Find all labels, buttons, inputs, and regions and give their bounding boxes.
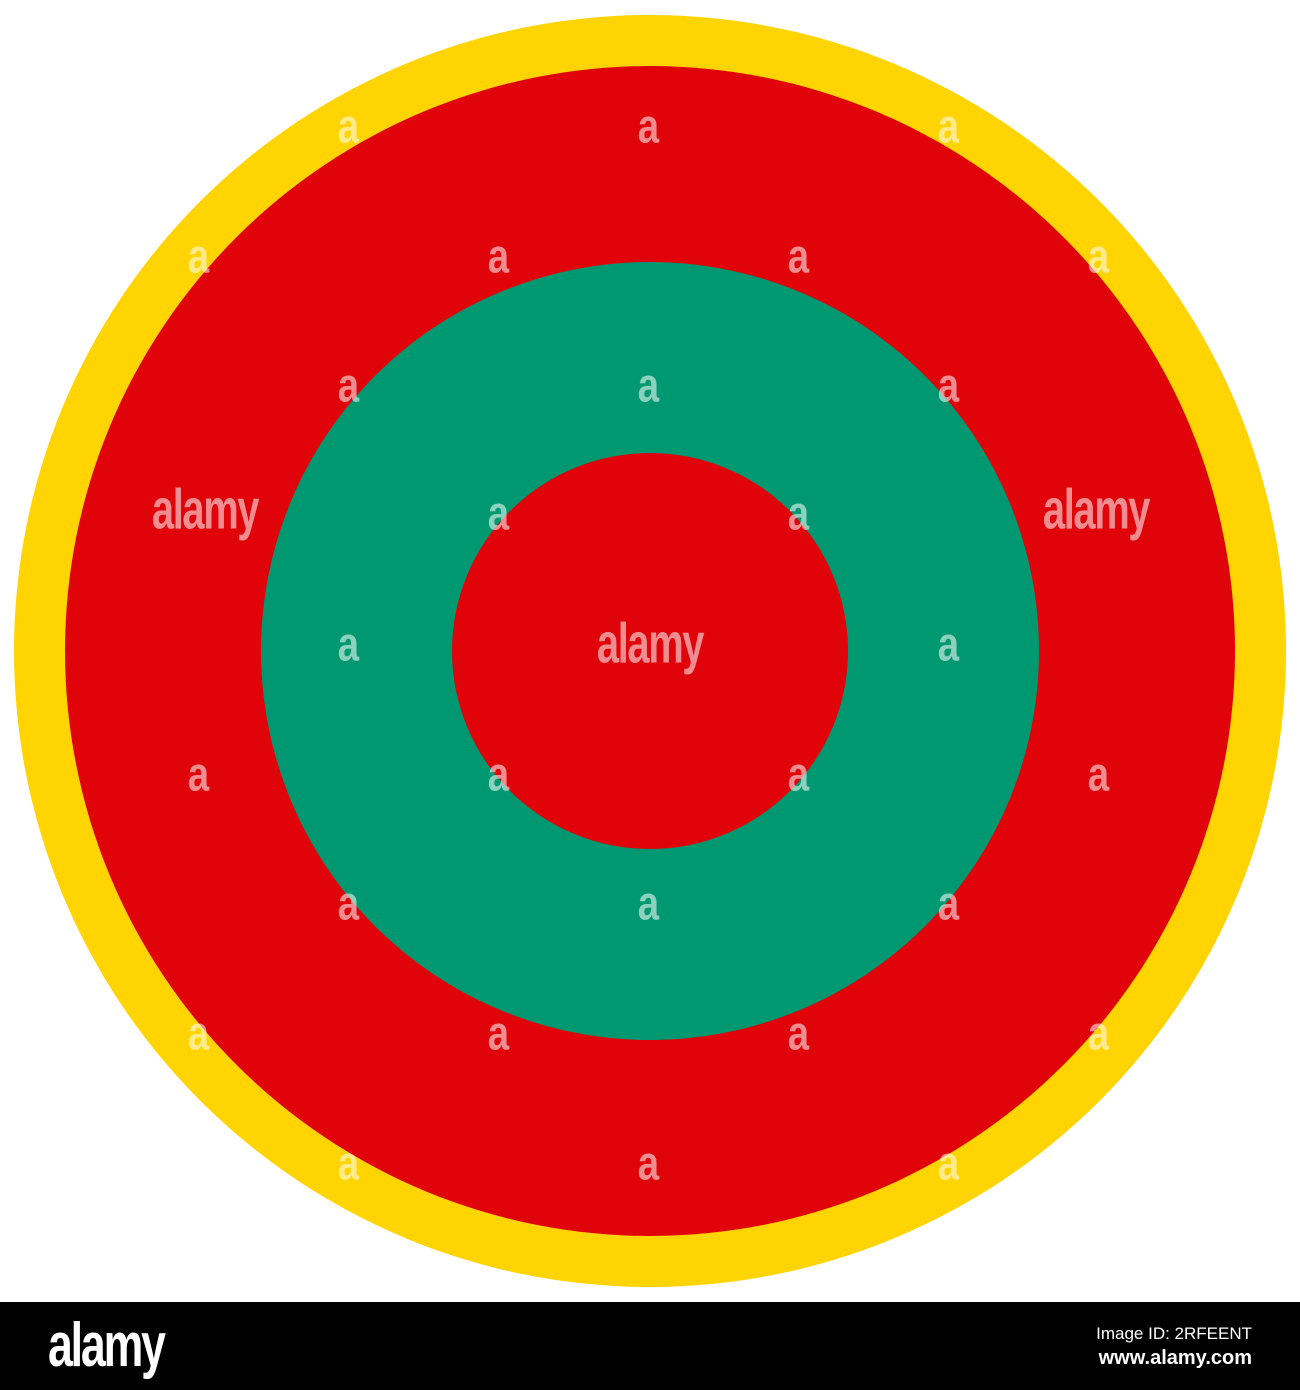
image-id-text: Image ID: 2RFEENT	[1096, 1323, 1252, 1343]
credit-bar: alamy Image ID: 2RFEENT www.alamy.com	[0, 1302, 1300, 1390]
image-meta: Image ID: 2RFEENT www.alamy.com	[1096, 1322, 1252, 1371]
roundel-center-red-dot	[452, 453, 848, 849]
alamy-logo: alamy	[48, 1311, 166, 1380]
website-text: www.alamy.com	[1098, 1346, 1252, 1369]
